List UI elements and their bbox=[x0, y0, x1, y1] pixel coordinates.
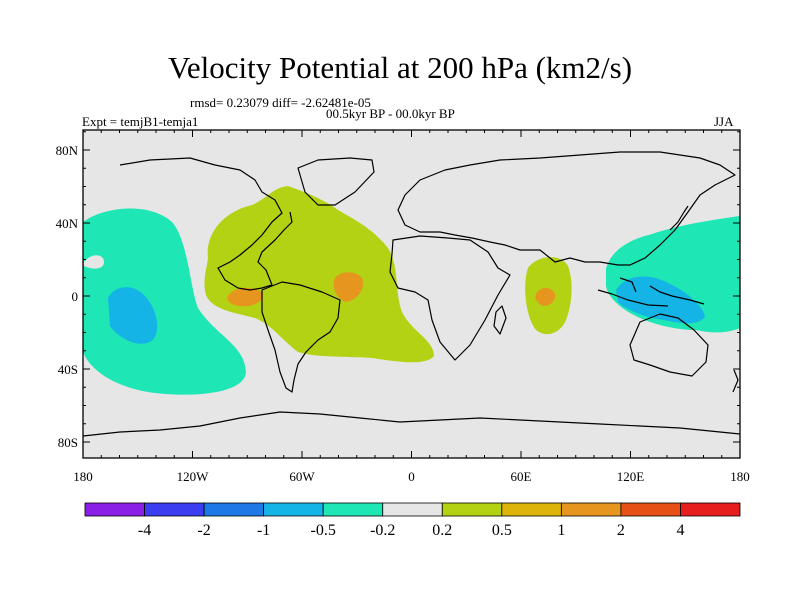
lon-label: 0 bbox=[408, 469, 415, 484]
colorbar-label: -1 bbox=[257, 522, 270, 539]
lon-label: 180 bbox=[73, 469, 93, 484]
antarctica-coast bbox=[83, 411, 740, 437]
colorbar-label: 2 bbox=[617, 522, 625, 539]
period-label: 00.5kyr BP - 00.0kyr BP bbox=[326, 106, 455, 121]
colorbar-swatch bbox=[203, 502, 265, 517]
colorbar-label: 0.5 bbox=[492, 522, 512, 539]
latitude-labels: 80N 40N 0 40S 80S bbox=[56, 143, 79, 450]
japan-coast bbox=[669, 205, 689, 231]
new-zealand-coast bbox=[732, 369, 739, 393]
lat-label: 40S bbox=[58, 362, 78, 377]
lon-label: 180 bbox=[730, 469, 750, 484]
rmsd-diff-label: rmsd= 0.23079 diff= -2.62481e-05 bbox=[190, 95, 371, 110]
australia-coast bbox=[629, 313, 709, 377]
lat-label: 0 bbox=[72, 289, 79, 304]
africa-coast bbox=[389, 235, 511, 361]
pacific-negative-anomaly bbox=[83, 208, 246, 395]
colorbar-label: 4 bbox=[676, 522, 684, 539]
colorbar-swatch bbox=[84, 502, 145, 517]
colorbar-swatch bbox=[144, 502, 205, 517]
lon-label: 60W bbox=[289, 469, 315, 484]
colorbar-swatch bbox=[501, 502, 562, 517]
coastlines bbox=[83, 151, 740, 437]
colorbar-swatch bbox=[382, 502, 443, 517]
map-field bbox=[83, 130, 740, 458]
colorbar-swatch bbox=[620, 502, 681, 517]
americas-positive-anomaly bbox=[204, 186, 434, 363]
pacific-core-anomaly bbox=[108, 287, 158, 344]
colorbar-label: -0.5 bbox=[311, 522, 336, 539]
lat-label: 80S bbox=[58, 435, 78, 450]
colorbar-swatch bbox=[441, 502, 503, 517]
lon-label: 120E bbox=[617, 469, 645, 484]
americas-core-anomaly bbox=[227, 287, 263, 307]
colorbar-swatch bbox=[322, 502, 384, 517]
lon-label: 60E bbox=[511, 469, 532, 484]
lat-label: 40N bbox=[56, 216, 79, 231]
colorbar-label: -4 bbox=[138, 522, 151, 539]
indian-ocean-core-anomaly bbox=[535, 288, 556, 306]
lat-label: 80N bbox=[56, 143, 79, 158]
indonesia-coast bbox=[597, 277, 705, 307]
season-label: JJA bbox=[714, 114, 734, 129]
experiment-label: Expt = temjB1-temja1 bbox=[82, 114, 199, 129]
south-america-coast bbox=[261, 281, 341, 393]
colorbar-swatch bbox=[560, 502, 622, 517]
colorbar-swatch bbox=[263, 502, 324, 517]
atlantic-core-anomaly bbox=[333, 272, 364, 302]
madagascar-coast bbox=[493, 305, 507, 335]
maritime-core-anomaly bbox=[616, 276, 705, 324]
eurasia-coast bbox=[397, 151, 736, 266]
colorbar-label: 0.2 bbox=[432, 522, 452, 539]
axis-ticks bbox=[82, 130, 741, 458]
north-america-coast bbox=[119, 157, 293, 291]
colorbar-label: 1 bbox=[557, 522, 565, 539]
greenland-coast bbox=[297, 157, 375, 206]
chart-title: Velocity Potential at 200 hPa (km2/s) bbox=[167, 50, 633, 85]
pacific-hole bbox=[84, 255, 104, 269]
longitude-labels: 180 120W 60W 0 60E 120E 180 bbox=[73, 469, 750, 484]
colorbar-label: -2 bbox=[197, 522, 210, 539]
colorbar: -4 -2 -1 -0.5 -0.2 0.2 0.5 1 2 4 bbox=[84, 502, 741, 539]
colorbar-label: -0.2 bbox=[370, 522, 395, 539]
colorbar-swatch bbox=[680, 502, 741, 517]
lon-label: 120W bbox=[177, 469, 210, 484]
